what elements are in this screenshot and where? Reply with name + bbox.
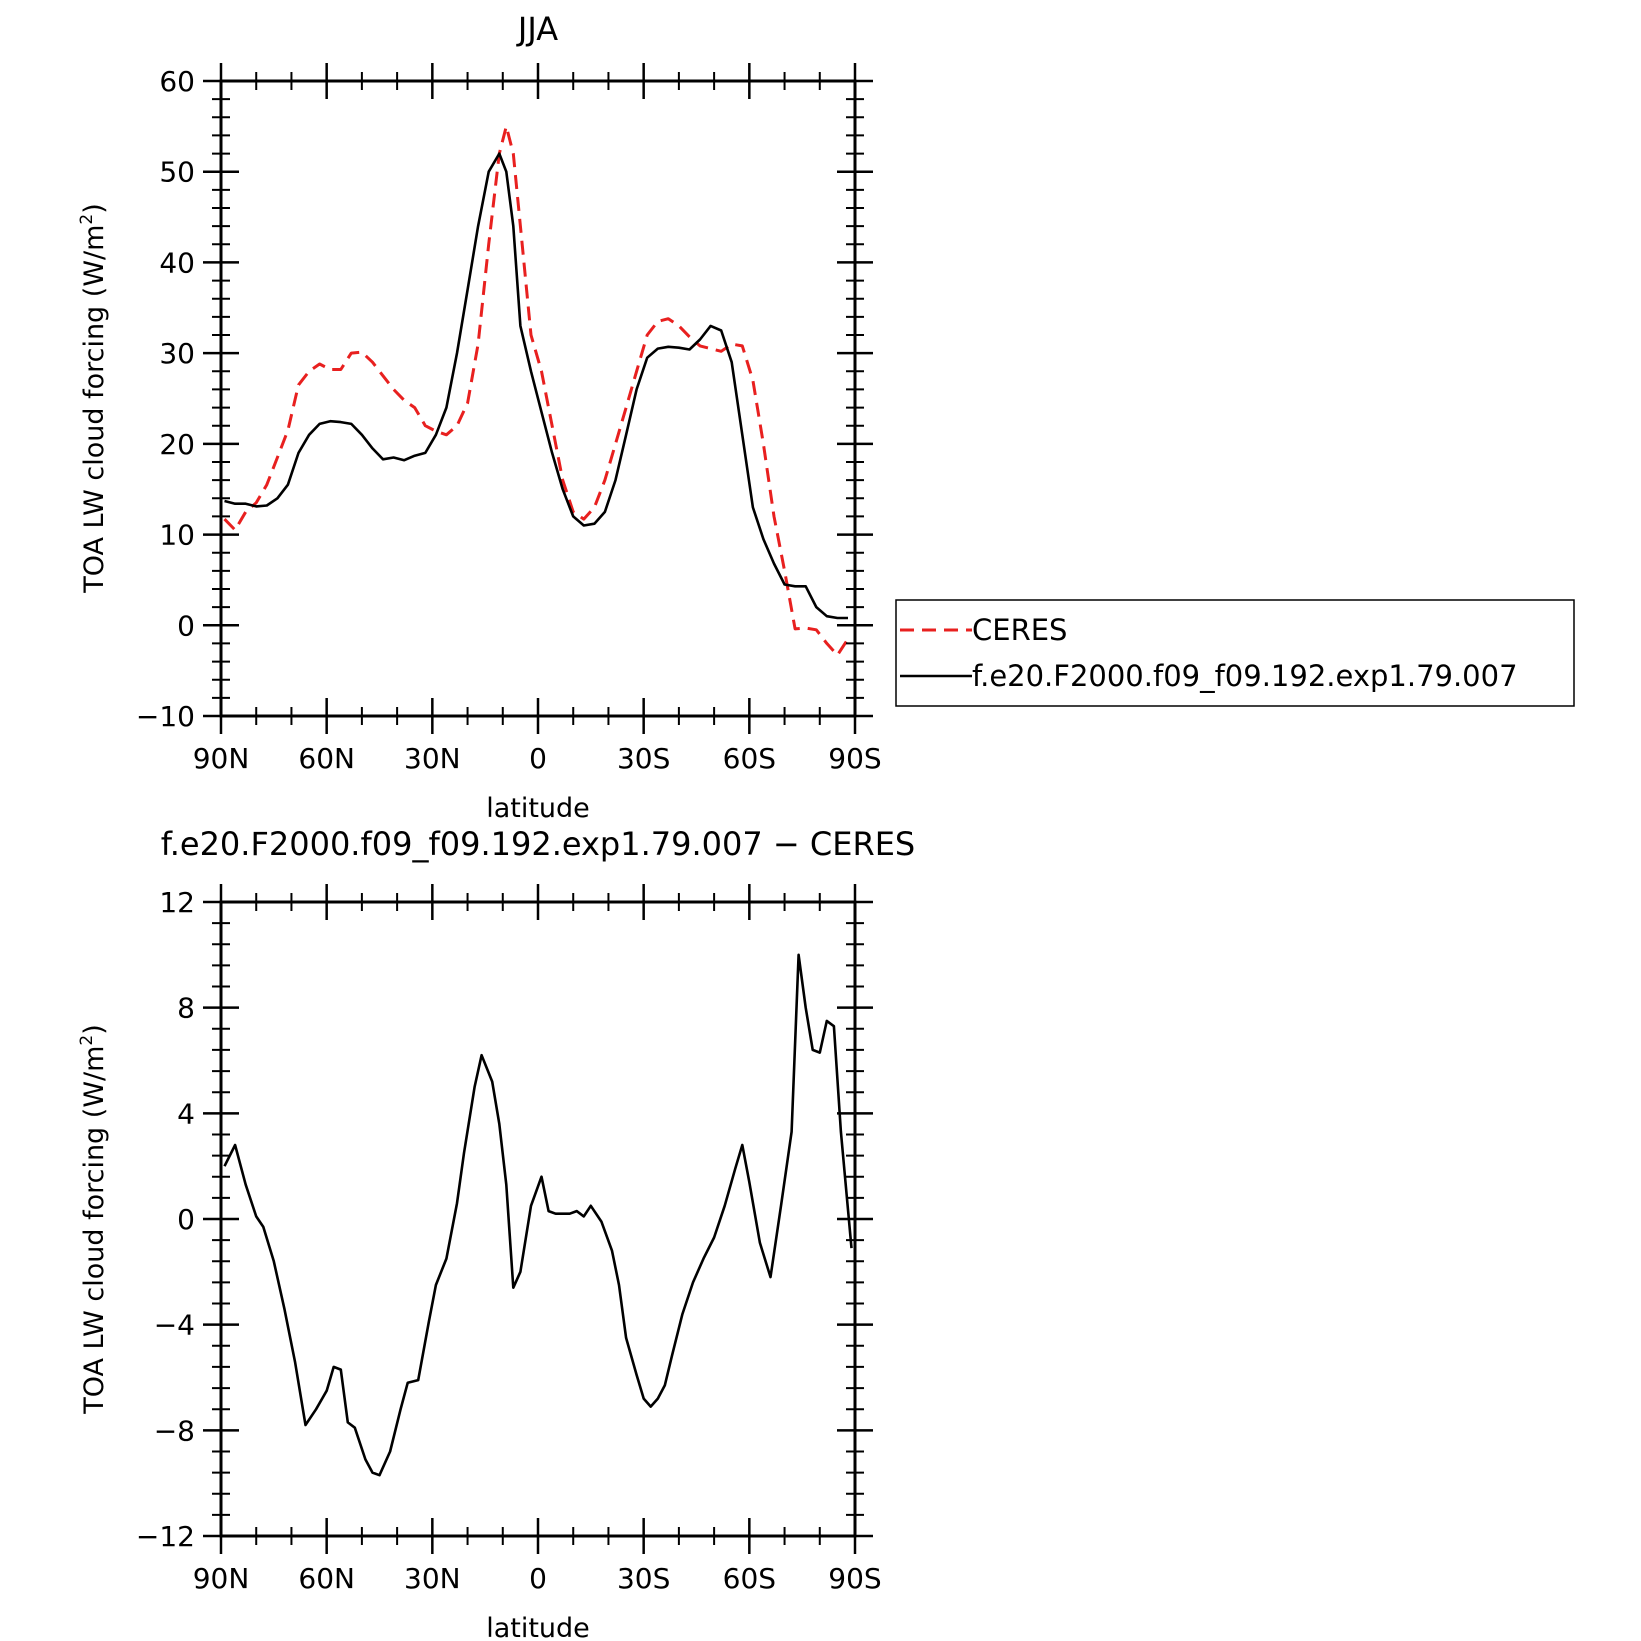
y-tick-label: −8 bbox=[154, 1414, 195, 1447]
x-tick-label: 0 bbox=[529, 1562, 547, 1595]
x-tick-label: 30S bbox=[617, 1562, 670, 1595]
y-tick-label: 8 bbox=[177, 992, 195, 1025]
x-tick-label: 90S bbox=[828, 1562, 881, 1595]
tick-layer-difference: −12 −8 −4 0 4 8 12 90N 60N 30N 0 30S 60S 90S bbox=[136, 884, 882, 1595]
x-tick-label: 90S bbox=[828, 742, 881, 775]
x-tick-label: 30N bbox=[404, 1562, 461, 1595]
y-tick-label: 4 bbox=[177, 1097, 195, 1130]
y-axis-label-close: ) bbox=[79, 1024, 110, 1035]
y-axis-label-superscript: 2 bbox=[77, 214, 97, 225]
x-tick-label: 30S bbox=[617, 742, 670, 775]
y-tick-label: −10 bbox=[136, 700, 195, 733]
x-tick-label: 60N bbox=[298, 1562, 355, 1595]
x-tick-label: 90N bbox=[193, 1562, 250, 1595]
y-tick-label: 0 bbox=[177, 1203, 195, 1236]
y-tick-label: 50 bbox=[159, 156, 195, 189]
series-line-difference bbox=[223, 953, 853, 1477]
series-line-ceres bbox=[223, 124, 850, 657]
chart-title: JJA bbox=[516, 10, 558, 48]
x-axis-label-difference: latitude bbox=[486, 1613, 590, 1641]
y-tick-label: 40 bbox=[159, 246, 195, 279]
series-line-model bbox=[224, 152, 848, 620]
y-axis-label-main: TOA LW cloud forcing (W/m bbox=[79, 1046, 110, 1415]
y-axis-label-close: ) bbox=[79, 203, 110, 214]
panel-difference: f.e20.F2000.f09_f09.192.exp1.79.007 − CE… bbox=[77, 825, 915, 1641]
y-tick-label: 0 bbox=[177, 609, 195, 642]
y-tick-label: −12 bbox=[136, 1520, 195, 1553]
legend-entry-ceres: CERES bbox=[972, 613, 1067, 647]
x-tick-label: 30N bbox=[404, 742, 461, 775]
y-tick-label: 30 bbox=[159, 337, 195, 370]
x-tick-label: 90N bbox=[193, 742, 250, 775]
y-tick-label: 12 bbox=[159, 886, 195, 919]
y-axis-label-main: TOA LW cloud forcing (W/m bbox=[79, 225, 110, 594]
y-tick-label: 10 bbox=[159, 519, 195, 552]
y-tick-label: 20 bbox=[159, 428, 195, 461]
chart-title-difference: f.e20.F2000.f09_f09.192.exp1.79.007 − CE… bbox=[161, 825, 915, 863]
plot-frame-difference bbox=[219, 900, 857, 1538]
legend-box bbox=[895, 599, 1575, 707]
x-tick-label: 60N bbox=[298, 742, 355, 775]
series-layer-difference bbox=[223, 953, 853, 1477]
x-axis-label: latitude bbox=[486, 793, 590, 824]
x-tick-label: 60S bbox=[723, 1562, 776, 1595]
y-axis-label: TOA LW cloud forcing (W/m2) bbox=[77, 203, 110, 594]
y-axis-label-difference: TOA LW cloud forcing (W/m2) bbox=[77, 1024, 110, 1415]
x-tick-label: 0 bbox=[529, 742, 547, 775]
series-layer bbox=[223, 124, 850, 657]
y-tick-label: 60 bbox=[159, 65, 195, 98]
y-axis-label-superscript: 2 bbox=[77, 1035, 97, 1046]
legend-entry-model: f.e20.F2000.f09_f09.192.exp1.79.007 bbox=[972, 659, 1518, 693]
legend: CERES f.e20.F2000.f09_f09.192.exp1.79.00… bbox=[895, 599, 1575, 707]
y-tick-label: −4 bbox=[154, 1309, 195, 1342]
tick-layer: −10 0 10 20 30 40 50 60 90N 60N 30N 0 30S 60S 90S bbox=[136, 63, 882, 775]
x-tick-label: 60S bbox=[723, 742, 776, 775]
